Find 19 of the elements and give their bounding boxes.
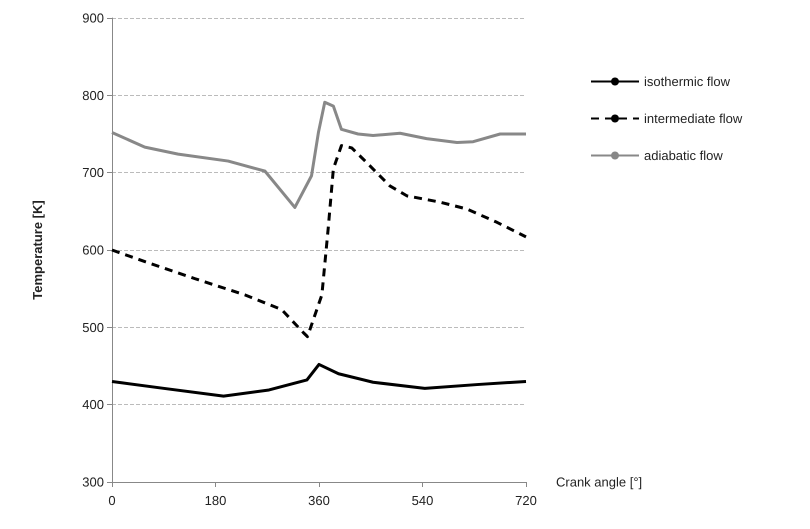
x-tick-label: 360	[308, 493, 330, 508]
x-tick-label: 0	[108, 493, 116, 508]
y-axis-title: Temperature [K]	[30, 200, 45, 300]
y-tick-label: 900	[82, 10, 104, 26]
y-tick-label: 400	[82, 397, 104, 412]
y-tick-label: 800	[82, 88, 104, 103]
x-tick-label: 720	[515, 493, 537, 508]
x-tick-label: 180	[204, 493, 226, 508]
y-tick-label: 700	[82, 165, 104, 180]
line-series	[110, 362, 528, 398]
x-tick-label: 540	[412, 493, 434, 508]
legend-label: adiabatic flow	[644, 148, 724, 163]
x-axis-title: Crank angle [°]	[556, 474, 642, 490]
legend-label: isothermic flow	[644, 74, 731, 89]
y-tick-label: 600	[82, 242, 104, 258]
legend-label: intermediate flow	[644, 111, 743, 126]
y-tick-label: 500	[82, 320, 104, 335]
line-series	[110, 144, 528, 338]
y-tick-label: 300	[82, 474, 104, 490]
